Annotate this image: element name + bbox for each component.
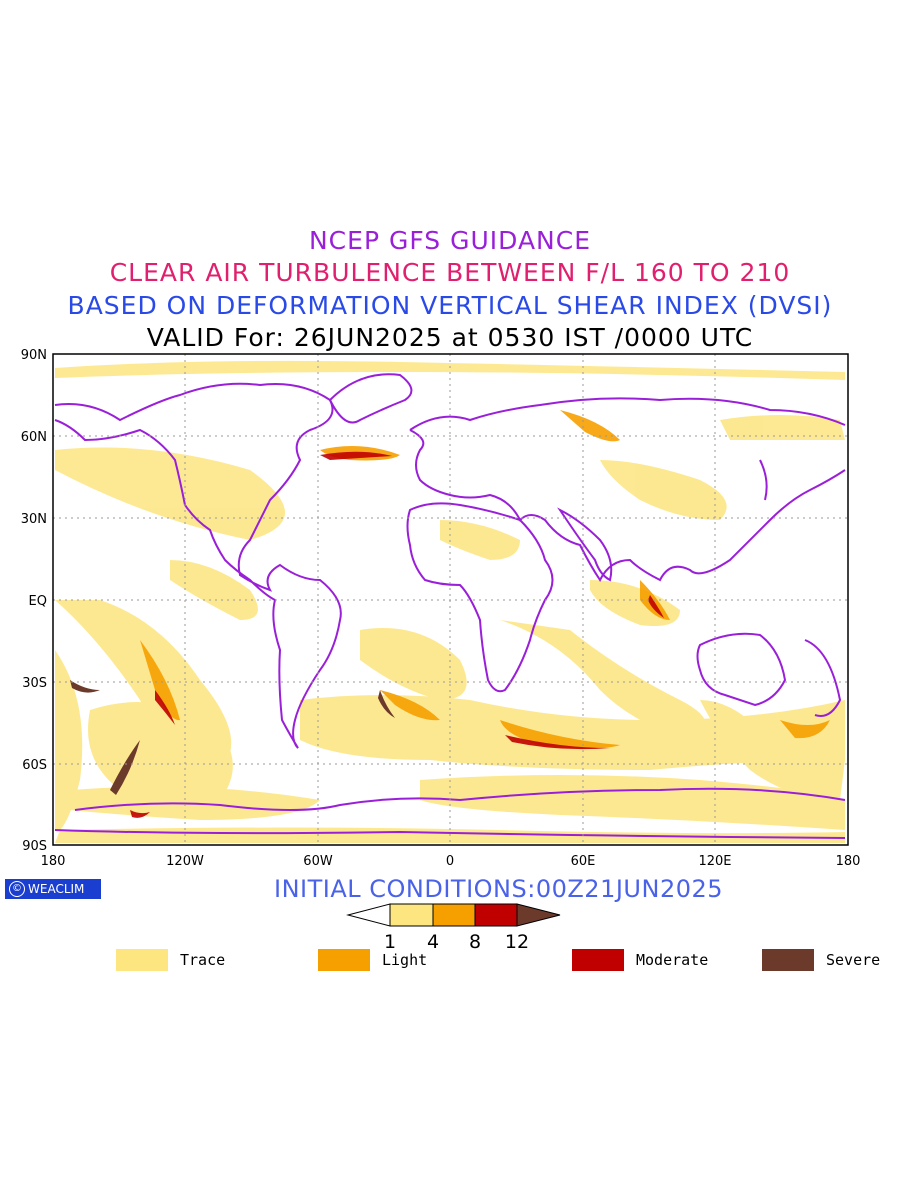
legend-severe: Severe [762,948,880,972]
legend-moderate: Moderate [572,948,708,972]
x-tick-60w: 60W [303,854,333,869]
valid-time: VALID For: 26JUN2025 at 0530 IST /0000 U… [146,323,754,352]
y-tick-60s: 60S [22,758,47,773]
legend-label-light: Light [382,951,428,969]
turbulence-field [54,360,846,843]
map-frame [52,353,849,846]
y-tick-30n: 30N [21,512,47,527]
legend-light: Light [318,948,427,972]
x-tick-180w: 180 [41,854,66,869]
colorbar-segment-trace [389,903,434,927]
title-line-3: BASED ON DEFORMATION VERTICAL SHEAR INDE… [67,291,833,320]
colorbar-segment-below [346,903,391,927]
colorbar-label-4: 4 [427,931,439,952]
x-tick-120e: 120E [698,854,731,869]
colorbar-label-1: 1 [384,931,396,952]
turbulence-map: 90N 60N 30N EQ 30S 60S 90S 180 120W 60W … [0,340,900,880]
copyright-icon: © [9,881,25,897]
legend-trace: Trace [116,948,225,972]
x-tick-0: 0 [446,854,454,869]
colorbar-segment-severe [516,903,561,927]
legend-label-severe: Severe [826,951,881,969]
grid-lines [53,354,848,845]
title-line-1: NCEP GFS GUIDANCE [308,226,591,255]
legend-swatch-severe [762,949,814,971]
x-tick-120w: 120W [166,854,204,869]
y-tick-60n: 60N [21,430,47,445]
colorbar-label-8: 8 [469,931,481,952]
legend-swatch-trace [116,949,168,971]
legend-swatch-moderate [572,949,624,971]
y-tick-90s: 90S [22,839,47,854]
logo-text: WEACLIM [28,882,85,896]
y-tick-eq: EQ [29,594,47,609]
colorbar-segment-moderate [474,903,518,927]
legend-label-trace: Trace [180,951,226,969]
title-line-2: CLEAR AIR TURBULENCE BETWEEN F/L 160 TO … [109,258,791,287]
x-tick-60e: 60E [571,854,596,869]
legend-swatch-light [318,949,370,971]
colorbar-segment-light [432,903,476,927]
x-tick-180e: 180 [836,854,861,869]
y-tick-90n: 90N [21,348,47,363]
colorbar-label-12: 12 [505,931,529,952]
x-axis-labels: 180 120W 60W 0 60E 120E 180 [41,854,861,869]
y-axis-labels: 90N 60N 30N EQ 30S 60S 90S [21,348,47,854]
colorbar: 1 4 8 12 [346,903,561,952]
y-tick-30s: 30S [22,676,47,691]
weaclim-logo: © WEACLIM [5,879,101,899]
legend-label-moderate: Moderate [636,951,709,969]
initial-conditions: INITIAL CONDITIONS:00Z21JUN2025 [274,875,724,903]
